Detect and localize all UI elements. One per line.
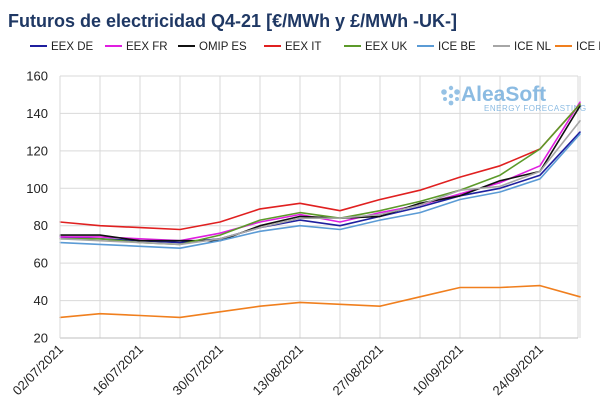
axes: 20 40 60 80 100 120 140 160 02/07/2021 16/07/2021… <box>9 69 578 399</box>
series-line-omip-es <box>59 105 581 242</box>
legend-label: EEX FR <box>126 41 168 53</box>
legend-item-eex-fr: EEX FR <box>105 41 168 53</box>
x-tick-label: 02/07/2021 <box>9 342 66 399</box>
legend-item-ice-be: ICE BE <box>417 41 476 53</box>
legend-item-eex-de: EEX DE <box>30 41 94 53</box>
x-tick-label: 16/07/2021 <box>89 342 146 399</box>
logo-dots-icon <box>441 85 460 106</box>
series-line-ice-nl <box>59 120 581 246</box>
y-tick-label: 60 <box>34 256 48 271</box>
legend-item-omip-es: OMIP ES <box>178 41 247 53</box>
y-tick-label: 140 <box>26 106 48 121</box>
y-tick-label: 20 <box>34 331 48 346</box>
legend-label: EEX DE <box>51 41 94 53</box>
y-tick-label: 80 <box>34 218 48 233</box>
series-lines <box>59 101 581 319</box>
x-tick-label: 27/08/2021 <box>329 342 386 399</box>
legend-label: OMIP ES <box>199 41 247 53</box>
x-tick-label: 24/09/2021 <box>489 342 546 399</box>
legend-item-ice-nord: ICE Nord <box>555 41 600 53</box>
x-tick-label: 13/08/2021 <box>249 342 306 399</box>
legend: EEX DE EEX FR OMIP ES EEX IT EEX UK ICE BE ICE… <box>30 41 600 53</box>
legend-label: ICE BE <box>438 41 476 53</box>
series-line-ice-be <box>59 133 581 249</box>
legend-label: ICE Nord <box>576 41 600 53</box>
y-tick-label: 40 <box>34 293 48 308</box>
legend-item-eex-it: EEX IT <box>264 41 321 53</box>
series-line-ice-nord <box>59 284 581 319</box>
legend-item-eex-uk: EEX UK <box>344 41 408 53</box>
chart-title: Futuros de electricidad Q4-21 [€/MWh y £… <box>8 11 457 31</box>
legend-item-ice-nl: ICE NL <box>493 41 552 53</box>
y-tick-label: 160 <box>26 69 48 84</box>
logo-tagline: ENERGY FORECASTING <box>484 104 587 113</box>
x-tick-label: 30/07/2021 <box>169 342 226 399</box>
y-tick-label: 120 <box>26 143 48 158</box>
legend-label: EEX IT <box>285 41 321 53</box>
series-line-eex-it <box>59 103 581 231</box>
series-line-eex-fr <box>59 101 581 242</box>
legend-label: EEX UK <box>365 41 408 53</box>
logo-name: AleaSoft <box>461 83 546 106</box>
legend-label: ICE NL <box>514 41 552 53</box>
x-tick-label: 10/09/2021 <box>409 342 466 399</box>
grid <box>59 75 581 339</box>
y-tick-label: 100 <box>26 181 48 196</box>
